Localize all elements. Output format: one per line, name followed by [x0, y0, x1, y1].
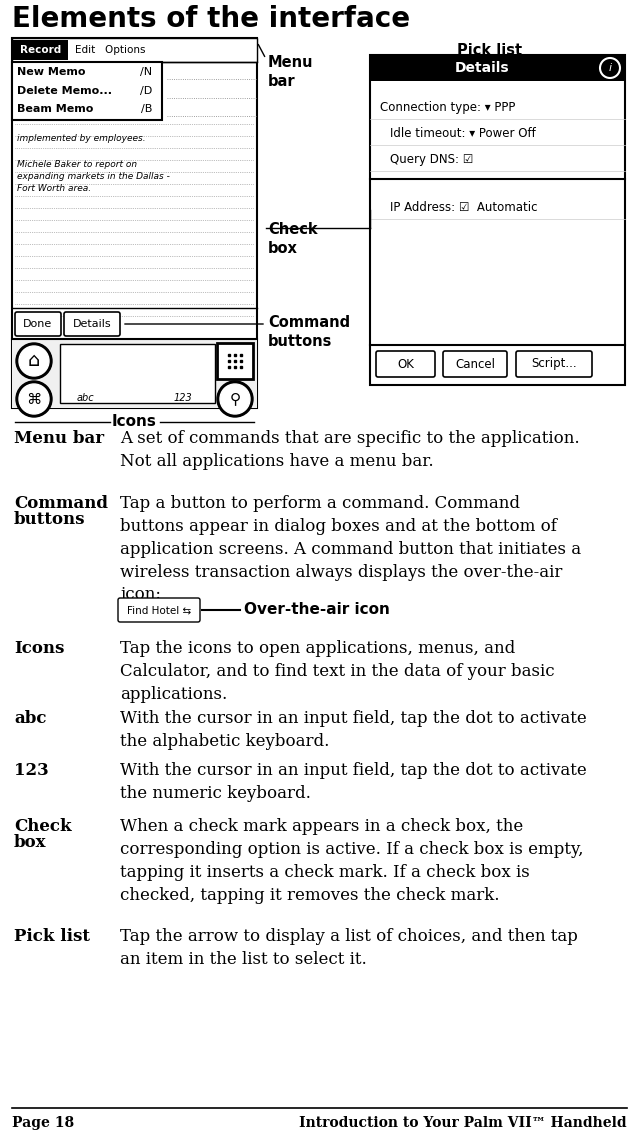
Text: A set of commands that are specific to the application.
Not all applications hav: A set of commands that are specific to t… [120, 430, 580, 470]
Text: Record: Record [20, 45, 61, 55]
FancyBboxPatch shape [15, 312, 61, 336]
Bar [370, 55, 625, 385]
Text: Find Hotel ⇆: Find Hotel ⇆ [127, 604, 191, 615]
Text: 123: 123 [14, 762, 49, 779]
Text: box: box [14, 834, 47, 851]
Bar [60, 344, 215, 403]
Text: Delete Memo...: Delete Memo... [17, 86, 112, 96]
FancyBboxPatch shape [64, 312, 120, 336]
Text: Edit   Options: Edit Options [75, 45, 146, 55]
Circle shape [19, 384, 49, 414]
Text: Details: Details [455, 61, 510, 75]
Bar [12, 338, 257, 408]
Text: Pick list: Pick list [458, 43, 523, 58]
Bar [13, 40, 68, 60]
Text: Query DNS: ☑: Query DNS: ☑ [390, 153, 473, 166]
Text: i: i [608, 63, 612, 72]
Text: ∕B: ∕B [141, 104, 152, 114]
Circle shape [19, 346, 49, 376]
Text: Fort Worth area.: Fort Worth area. [17, 185, 91, 192]
Text: Tap a button to perform a command. Command
buttons appear in dialog boxes and at: Tap a button to perform a command. Comma… [120, 495, 581, 603]
Circle shape [16, 381, 52, 417]
Text: Details: Details [73, 319, 111, 329]
Text: abc: abc [77, 393, 95, 403]
Text: Page 18: Page 18 [12, 1116, 74, 1130]
Text: implemented by employees.: implemented by employees. [17, 134, 146, 143]
Text: When a check mark appears in a check box, the
corresponding option is active. If: When a check mark appears in a check box… [120, 818, 583, 903]
Text: Introduction to Your Palm VII™ Handheld: Introduction to Your Palm VII™ Handheld [300, 1116, 627, 1130]
Text: expanding markets in the Dallas -: expanding markets in the Dallas - [17, 172, 170, 181]
Text: 123: 123 [173, 393, 192, 403]
Text: With the cursor in an input field, tap the dot to activate
the numeric keyboard.: With the cursor in an input field, tap t… [120, 762, 587, 801]
Circle shape [217, 381, 253, 417]
Bar [217, 343, 253, 379]
Text: OK: OK [397, 358, 414, 370]
Text: Menu bar: Menu bar [14, 430, 104, 447]
Text: ⚲: ⚲ [229, 392, 240, 406]
Text: abc: abc [14, 710, 47, 727]
Text: Pick list: Pick list [14, 928, 90, 945]
Text: Connection type: ▾ PPP: Connection type: ▾ PPP [380, 101, 516, 114]
Text: ∕N: ∕N [140, 67, 152, 77]
Text: New Memo: New Memo [17, 67, 86, 77]
FancyBboxPatch shape [376, 351, 435, 377]
Text: Menu
bar: Menu bar [268, 55, 314, 88]
Text: Beam Memo: Beam Memo [17, 104, 93, 114]
Bar [12, 38, 257, 408]
FancyBboxPatch shape [118, 598, 200, 621]
FancyBboxPatch shape [443, 351, 507, 377]
Text: Icons: Icons [112, 414, 157, 429]
Text: Check: Check [14, 818, 72, 835]
Text: Tap the arrow to display a list of choices, and then tap
an item in the list to : Tap the arrow to display a list of choic… [120, 928, 578, 968]
Text: Michele Baker to report on: Michele Baker to report on [17, 160, 137, 169]
Text: Elements of the interface: Elements of the interface [12, 5, 410, 33]
Text: Over-the-air icon: Over-the-air icon [244, 602, 390, 617]
Text: With the cursor in an input field, tap the dot to activate
the alphabetic keyboa: With the cursor in an input field, tap t… [120, 710, 587, 749]
Text: ⌘: ⌘ [26, 392, 42, 406]
Text: Script...: Script... [531, 358, 577, 370]
Text: Idle timeout: ▾ Power Off: Idle timeout: ▾ Power Off [390, 127, 535, 140]
Circle shape [16, 343, 52, 379]
Text: Cancel: Cancel [455, 358, 495, 370]
Bar [370, 55, 625, 82]
Text: Command: Command [14, 495, 108, 512]
Bar [12, 38, 257, 62]
Text: ⌂: ⌂ [28, 352, 40, 370]
Text: Icons: Icons [14, 640, 65, 657]
Text: ∕D: ∕D [140, 86, 152, 96]
FancyBboxPatch shape [516, 351, 592, 377]
Bar [12, 62, 162, 120]
Text: IP Address: ☑  Automatic: IP Address: ☑ Automatic [390, 201, 537, 214]
Text: Done: Done [24, 319, 52, 329]
Text: Check
box: Check box [268, 222, 318, 256]
Text: Command
buttons: Command buttons [268, 315, 350, 349]
Circle shape [220, 384, 250, 414]
Text: Tap the icons to open applications, menus, and
Calculator, and to find text in t: Tap the icons to open applications, menu… [120, 640, 555, 703]
Text: buttons: buttons [14, 511, 86, 528]
